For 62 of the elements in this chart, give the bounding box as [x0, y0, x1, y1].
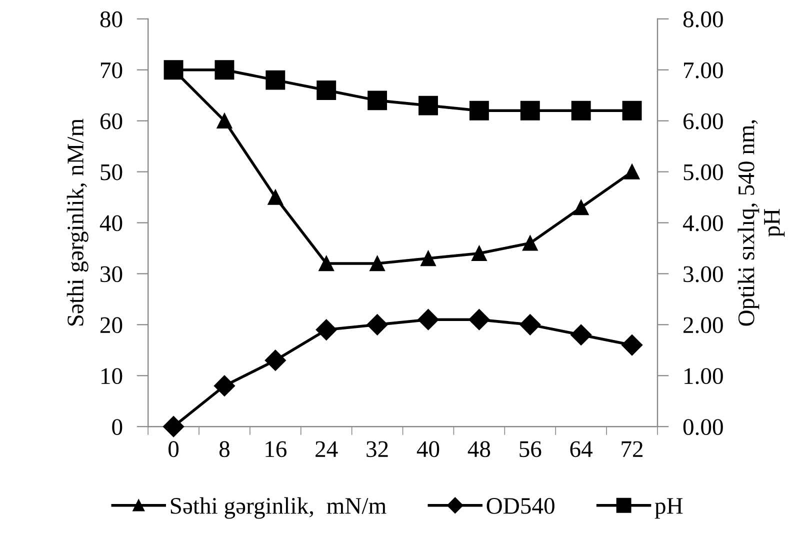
- y2-tick-label: 1.00: [684, 368, 723, 384]
- x-tick-label: 8: [219, 441, 230, 458]
- point: [522, 235, 538, 251]
- point: [368, 90, 388, 110]
- y-tick-label: 30: [100, 266, 122, 282]
- y2-tick-label: 6.00: [684, 113, 723, 130]
- point: [163, 416, 184, 438]
- point: [268, 190, 284, 205]
- point: [420, 250, 436, 266]
- point: [570, 324, 592, 346]
- x-tick-label: 72: [622, 441, 643, 457]
- point: [472, 246, 487, 261]
- point: [418, 309, 439, 330]
- x-tick-label: 40: [416, 441, 440, 458]
- y-tick-label: 40: [100, 215, 122, 232]
- y-tick-label: 50: [100, 164, 122, 180]
- x-tick-label: 16: [266, 441, 287, 458]
- y2-tick-label: 4.00: [682, 215, 723, 232]
- legend-label: Səthi gərginlik, mN/m: [170, 497, 386, 519]
- y-tick-label: 0: [112, 419, 122, 436]
- point: [164, 60, 184, 80]
- point: [622, 100, 642, 120]
- y-tick-label: 20: [100, 317, 122, 334]
- x-tick-label: 64: [570, 441, 593, 458]
- point: [370, 256, 385, 272]
- point: [622, 334, 643, 356]
- point: [214, 60, 234, 80]
- point: [520, 314, 541, 336]
- x-tick-label: 48: [468, 441, 490, 458]
- point: [264, 350, 286, 371]
- x-tick-label: 56: [520, 441, 542, 458]
- point: [266, 70, 286, 90]
- x-tick-label: 32: [366, 441, 388, 458]
- point: [316, 80, 336, 100]
- point: [468, 309, 490, 330]
- point: [366, 314, 388, 336]
- y-tick-label: 60: [100, 113, 122, 130]
- point: [469, 100, 489, 120]
- point: [318, 256, 334, 272]
- y-tick-label: 80: [100, 11, 122, 28]
- legend-label: OD540: [486, 498, 554, 514]
- point: [520, 100, 540, 120]
- point: [418, 96, 438, 116]
- legend-label: pH: [654, 498, 683, 519]
- point: [216, 113, 232, 128]
- point: [571, 100, 591, 120]
- y-axis-title: Səthi gərginlik, nM/m: [66, 118, 88, 326]
- point: [214, 375, 235, 396]
- y2-tick-label: 2.00: [684, 317, 723, 334]
- y2-tick-label: 7.00: [684, 62, 723, 78]
- y-tick-label: 70: [101, 62, 122, 78]
- x-tick-label: 0: [168, 441, 179, 458]
- y2-tick-label: 8.00: [683, 11, 723, 28]
- point: [316, 319, 337, 340]
- y2-tick-label: 5.00: [684, 164, 723, 180]
- y2-axis-title: Optiki sıxlıq, 540 nm, pH: [738, 120, 785, 326]
- y2-tick-label: 3.00: [684, 266, 723, 282]
- point: [624, 164, 640, 180]
- y2-tick-label: 0.00: [683, 419, 723, 436]
- x-tick-label: 24: [316, 441, 338, 457]
- point: [573, 200, 589, 216]
- y-tick-label: 10: [102, 368, 122, 384]
